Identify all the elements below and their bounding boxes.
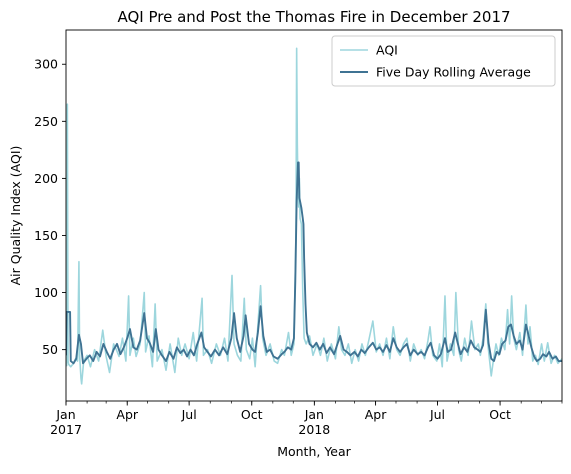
x-axis-title: Month, Year — [277, 444, 351, 459]
rolling-average-line — [66, 161, 562, 365]
x-tick-label: Jan — [304, 407, 324, 422]
x-tick-year-label: 2018 — [298, 422, 330, 437]
legend-label-aqi: AQI — [376, 43, 398, 58]
x-tick-label: Oct — [489, 407, 511, 422]
y-tick-label: 200 — [34, 171, 58, 186]
y-tick-label: 150 — [34, 228, 58, 243]
x-tick-label: Apr — [365, 407, 387, 422]
y-tick-label: 300 — [34, 57, 58, 72]
x-tick-label: Jul — [181, 407, 197, 422]
y-tick-label: 250 — [34, 114, 58, 129]
x-tick-label: Apr — [116, 407, 138, 422]
chart-title: AQI Pre and Post the Thomas Fire in Dece… — [117, 8, 510, 26]
legend-label-rolling-average: Five Day Rolling Average — [376, 65, 531, 80]
x-tick-year-label: 2017 — [50, 422, 82, 437]
y-tick-label: 100 — [34, 285, 58, 300]
y-axis-title: Air Quality Index (AQI) — [8, 146, 23, 286]
x-tick-label: Oct — [241, 407, 263, 422]
x-tick-label: Jan — [55, 407, 75, 422]
legend-box — [331, 35, 556, 87]
legend: AQI Five Day Rolling Average — [331, 35, 556, 87]
y-tick-label: 50 — [42, 342, 58, 357]
x-tick-label: Jul — [429, 407, 445, 422]
